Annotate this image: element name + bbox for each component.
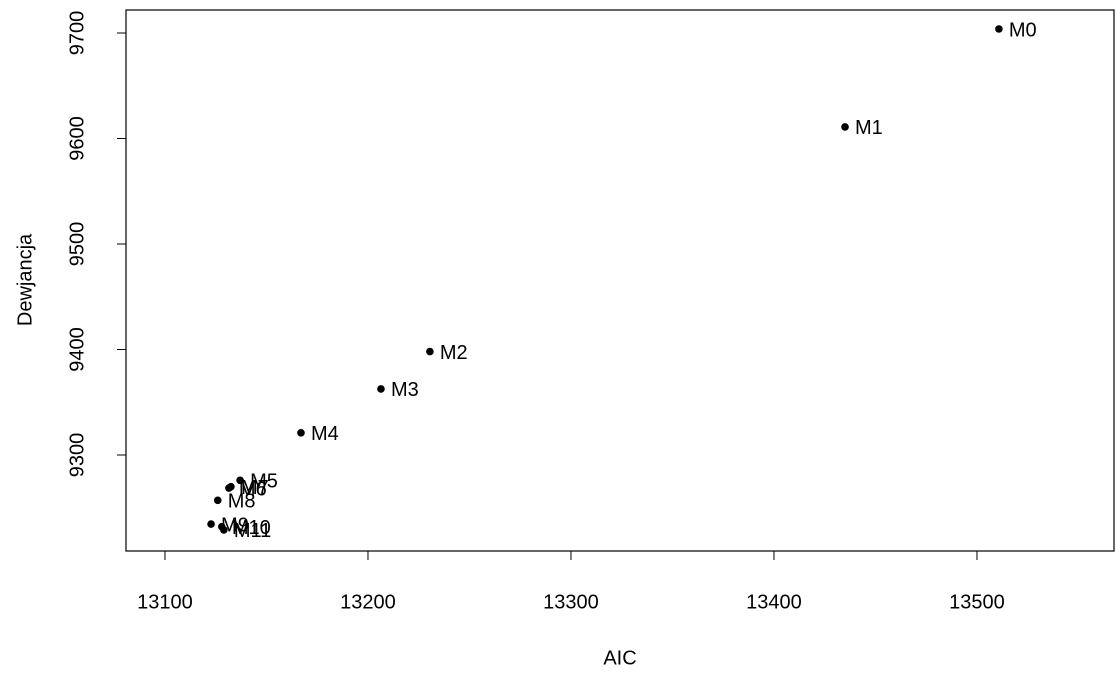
point-label: M7 [241, 477, 269, 499]
point [377, 385, 385, 393]
point [207, 520, 215, 528]
y-tick-label: 9700 [66, 11, 88, 56]
point [995, 25, 1003, 33]
point [297, 429, 305, 437]
y-axis-label: Dewjancja [14, 233, 36, 326]
point [236, 476, 244, 485]
point [220, 526, 228, 534]
y-tick-label: 9600 [66, 116, 88, 161]
point-label: M3 [391, 379, 419, 401]
point-label: M9 [221, 514, 249, 536]
point-label: M11 [234, 520, 271, 542]
point-label: M1 [855, 117, 883, 139]
point-label: M4 [311, 423, 339, 445]
y-tick-label: 9500 [66, 222, 88, 266]
x-tick-label: 13300 [543, 591, 599, 613]
x-tick-label: 13100 [137, 591, 193, 613]
y-tick-label: 9400 [66, 327, 88, 372]
x-tick-label: 13200 [340, 591, 396, 613]
point-label: M5 [250, 471, 278, 493]
point-label: M6 [239, 478, 267, 500]
point-label: M10 [232, 517, 271, 539]
point [841, 123, 849, 131]
point-label: M8 [228, 491, 256, 513]
point [213, 496, 222, 505]
x-tick-label: 13400 [746, 591, 802, 613]
y-tick-label: 9300 [66, 433, 88, 478]
point [227, 482, 235, 491]
point-label: M0 [1009, 19, 1037, 41]
point-label: M2 [440, 342, 468, 364]
plot-frame [125, 9, 1115, 552]
x-tick-label: 13500 [949, 591, 1005, 613]
x-axis-label: AIC [603, 647, 636, 669]
point [426, 347, 434, 356]
